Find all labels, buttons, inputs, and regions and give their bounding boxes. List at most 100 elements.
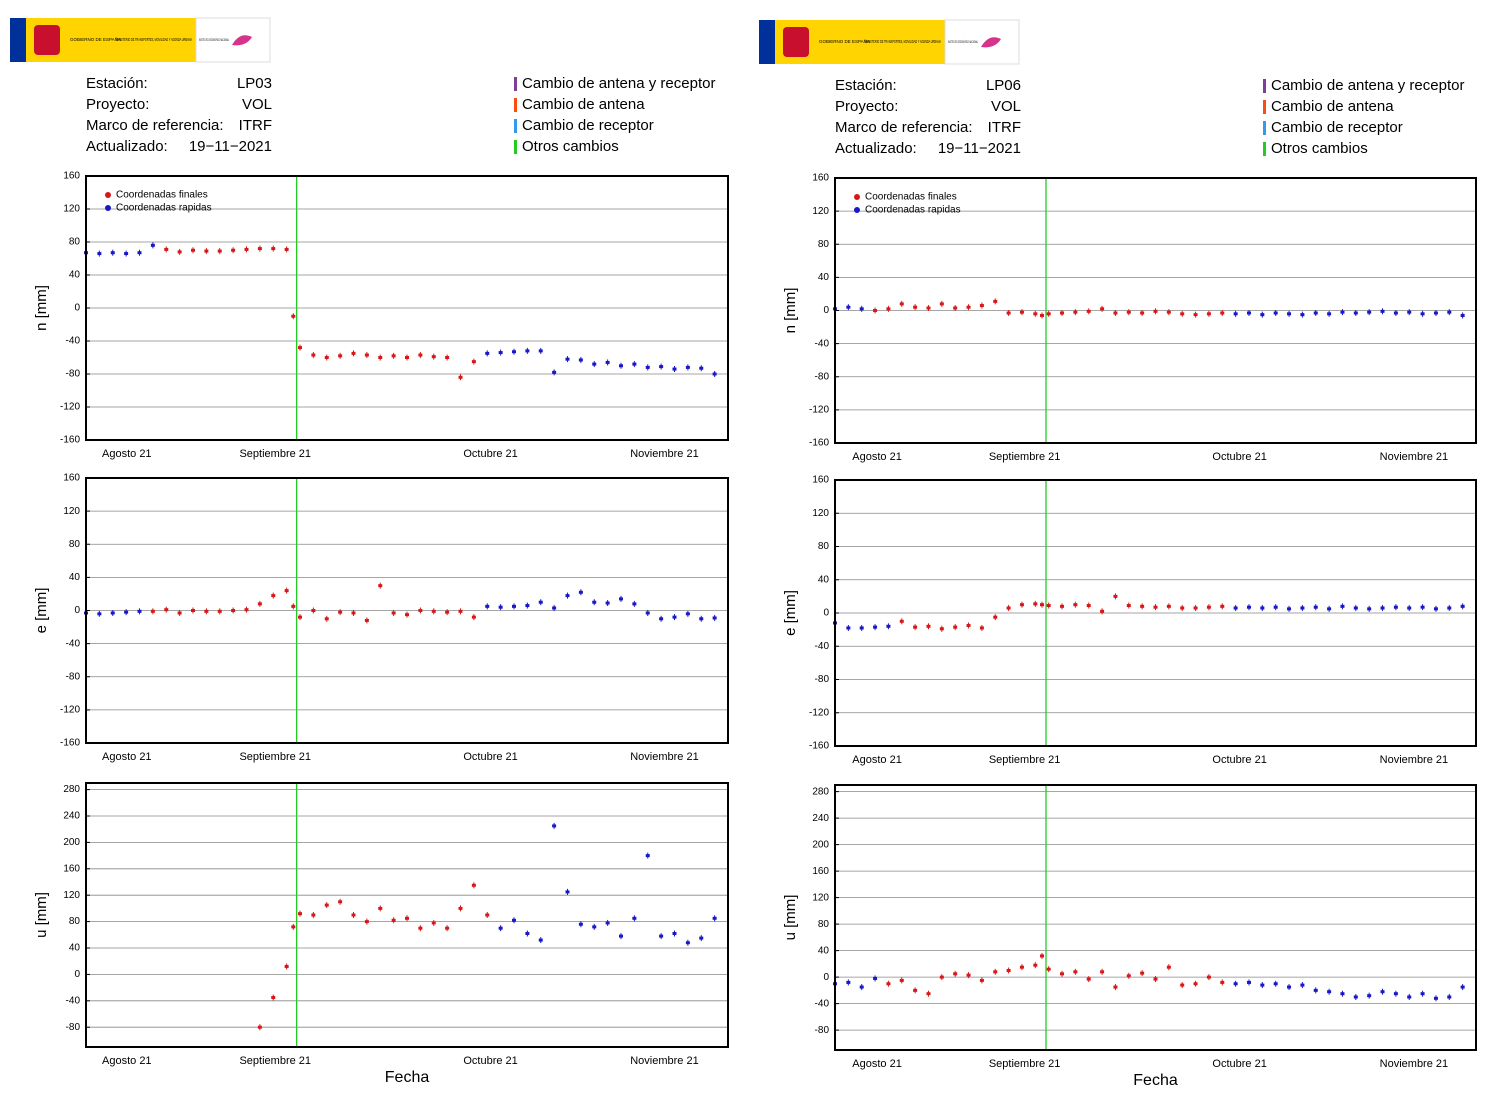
point [1126, 604, 1131, 608]
point [244, 247, 249, 251]
y-tick-label: 0 [823, 608, 829, 619]
point [498, 351, 503, 355]
y-tick-label: -120 [60, 402, 80, 413]
point [284, 247, 289, 251]
point [645, 854, 650, 858]
point [1220, 604, 1225, 608]
point [552, 370, 557, 374]
point [1180, 606, 1185, 610]
point [1019, 603, 1024, 607]
point [1113, 594, 1118, 598]
x-tick-label: Agosto 21 [852, 451, 902, 463]
change-legend-swatch [514, 77, 517, 91]
point [712, 616, 717, 620]
change-legend-swatch [1263, 121, 1266, 135]
point [1180, 312, 1185, 316]
y-tick-label: 0 [74, 303, 80, 314]
y-tick-label: 160 [63, 171, 80, 182]
logo-ign-mark [232, 35, 252, 46]
x-tick-label: Agosto 21 [102, 751, 152, 763]
point [431, 355, 436, 359]
change-legend-swatch [1263, 100, 1266, 114]
point [364, 353, 369, 357]
point [364, 618, 369, 622]
point [471, 883, 476, 887]
x-tick-label: Septiembre 21 [989, 754, 1061, 766]
point [512, 350, 516, 354]
point [953, 306, 958, 310]
point [1006, 311, 1011, 315]
point [552, 824, 557, 828]
y-tick-label: 280 [63, 784, 80, 795]
point [458, 375, 463, 379]
x-tick-label: Agosto 21 [852, 1058, 902, 1070]
point [886, 982, 891, 986]
y-axis-label: n [mm] [782, 288, 799, 334]
x-tick-label: Octubre 21 [1212, 1058, 1266, 1070]
header-value: VOL [991, 98, 1021, 115]
x-tick-label: Noviembre 21 [630, 751, 698, 763]
point [231, 609, 236, 612]
x-tick-label: Octubre 21 [463, 751, 517, 763]
point [150, 609, 155, 613]
point [899, 302, 904, 306]
y-tick-label: 160 [63, 863, 80, 874]
point [873, 625, 878, 629]
point [1166, 310, 1171, 314]
point [1019, 310, 1024, 314]
point [1260, 313, 1265, 317]
point [177, 250, 182, 254]
point [1113, 311, 1118, 315]
point [913, 988, 918, 992]
point [659, 365, 664, 369]
point [298, 615, 302, 619]
point [471, 615, 476, 619]
y-tick-label: 120 [63, 204, 80, 215]
point [1180, 983, 1185, 987]
point [445, 356, 450, 359]
point [1166, 604, 1171, 608]
x-tick-label: Septiembre 21 [239, 751, 311, 763]
header-label: Proyecto: [835, 98, 898, 115]
point [525, 349, 530, 353]
logo-flag [759, 20, 775, 64]
y-tick-label: 80 [818, 239, 830, 250]
legend-label: Coordenadas finales [116, 190, 208, 201]
change-legend-swatch [1263, 142, 1266, 156]
point [284, 589, 289, 593]
point [164, 608, 169, 612]
point [1260, 606, 1265, 610]
y-tick-label: -40 [815, 641, 830, 652]
point [578, 922, 583, 926]
y-tick-label: 120 [63, 506, 80, 517]
point [298, 346, 302, 350]
logo-ign-box [195, 17, 271, 63]
legend-marker [854, 194, 860, 200]
change-legend-label: Cambio de receptor [1271, 119, 1403, 136]
point [1073, 310, 1078, 314]
y-tick-label: -40 [66, 336, 81, 347]
point [1447, 606, 1452, 610]
header-value: VOL [242, 96, 272, 113]
point [1300, 606, 1305, 610]
point [672, 615, 677, 619]
point [645, 611, 650, 615]
y-tick-label: 160 [812, 475, 829, 486]
point [926, 624, 931, 628]
point [431, 609, 436, 613]
y-tick-label: -160 [809, 438, 829, 449]
point [1433, 607, 1438, 611]
y-tick-label: -80 [815, 371, 830, 382]
point [1327, 312, 1332, 316]
y-tick-label: -160 [809, 741, 829, 752]
x-tick-label: Noviembre 21 [630, 448, 698, 460]
point [284, 964, 289, 968]
point [859, 626, 864, 630]
point [164, 247, 169, 251]
y-tick-label: -120 [60, 705, 80, 716]
point [1420, 605, 1425, 609]
point [1100, 307, 1105, 311]
point [699, 936, 704, 940]
y-tick-label: 80 [69, 539, 81, 550]
point [699, 366, 704, 370]
